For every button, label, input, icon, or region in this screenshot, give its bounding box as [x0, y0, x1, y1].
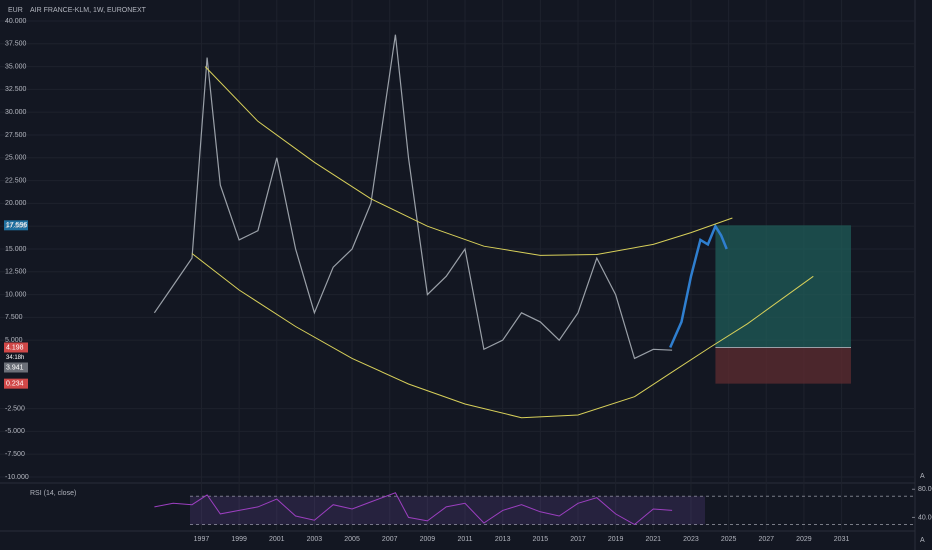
price-line	[153, 34, 673, 360]
y-tick-label: -5.000	[5, 428, 25, 435]
y-tick-label: -10.000	[5, 474, 29, 481]
projection-line	[669, 223, 728, 349]
upper-arc	[204, 66, 733, 256]
price-tag	[4, 362, 28, 373]
x-tick-label: 2005	[344, 536, 360, 543]
price-tag	[4, 342, 28, 353]
x-tick-label: 2029	[796, 536, 812, 543]
y-tick-label: 20.000	[5, 200, 27, 207]
x-tick-label: 1997	[194, 536, 210, 543]
marks	[4, 34, 851, 526]
y-tick-label: 12.500	[5, 269, 27, 276]
y-tick-label: 17.500	[5, 223, 27, 230]
countdown: 34:18h	[6, 355, 24, 361]
x-tick-label: 2011	[457, 536, 472, 543]
x-tick-label: 2023	[683, 536, 699, 543]
y-tick-label: -7.500	[5, 451, 25, 458]
y-tick-label: 30.000	[5, 109, 27, 116]
x-tick-label: 2021	[646, 536, 662, 543]
labels: 1997 1999 2001 2003 2005 2007 2009 2011 2013 2015…	[5, 18, 932, 543]
auto-scale-icon[interactable]: A	[920, 537, 925, 544]
price-tag	[4, 378, 28, 389]
x-tick-label: 2015	[533, 536, 549, 543]
rsi-tick-label: 80.00	[918, 486, 932, 493]
lower-arc	[191, 253, 814, 419]
x-tick-label: 1999	[231, 536, 247, 543]
y-tick-label: 32.500	[5, 86, 27, 93]
x-tick-label: 2025	[721, 536, 737, 543]
x-tick-label: 2031	[834, 536, 850, 543]
y-tick-label: 35.000	[5, 63, 27, 70]
x-tick-label: 2013	[495, 536, 511, 543]
stop-zone	[715, 347, 851, 384]
y-tick-label: 27.500	[5, 132, 27, 139]
y-tick-label: 40.000	[5, 18, 27, 25]
x-tick-label: 2019	[608, 536, 624, 543]
y-tick-label: 5.000	[5, 337, 23, 344]
price-tag-label: 17.596	[6, 222, 28, 229]
x-tick-label: 2001	[269, 536, 285, 543]
price-tag-label: 4.198	[6, 344, 24, 351]
x-tick-label: 2027	[758, 536, 774, 543]
rsi-title: RSI (14, close)	[30, 490, 76, 497]
chart-title: AIR FRANCE-KLM, 1W, EURONEXT	[30, 7, 147, 14]
y-tick-label: 22.500	[5, 177, 27, 184]
y-tick-label: 37.500	[5, 41, 27, 48]
y-tick-label: 10.000	[5, 291, 27, 298]
y-tick-label: 25.000	[5, 155, 27, 162]
auto-scale-icon[interactable]: A	[920, 473, 925, 480]
rsi-band	[190, 496, 705, 525]
y-tick-label: 7.500	[5, 314, 23, 321]
price-tag	[4, 220, 28, 231]
x-tick-label: 2017	[570, 536, 586, 543]
price-tag-label: 3.941	[6, 364, 24, 371]
target-zone	[715, 225, 851, 348]
y-tick-label: 15.000	[5, 246, 27, 253]
x-tick-label: 2007	[382, 536, 398, 543]
y-tick-label: -2.500	[5, 405, 25, 412]
rsi-tick-label: 40.00	[918, 514, 932, 521]
x-tick-label: 2003	[307, 536, 323, 543]
price-tag-label: 0.234	[6, 380, 24, 387]
rsi-line	[154, 492, 673, 526]
x-tick-label: 2009	[420, 536, 436, 543]
currency-label: EUR	[8, 7, 23, 14]
